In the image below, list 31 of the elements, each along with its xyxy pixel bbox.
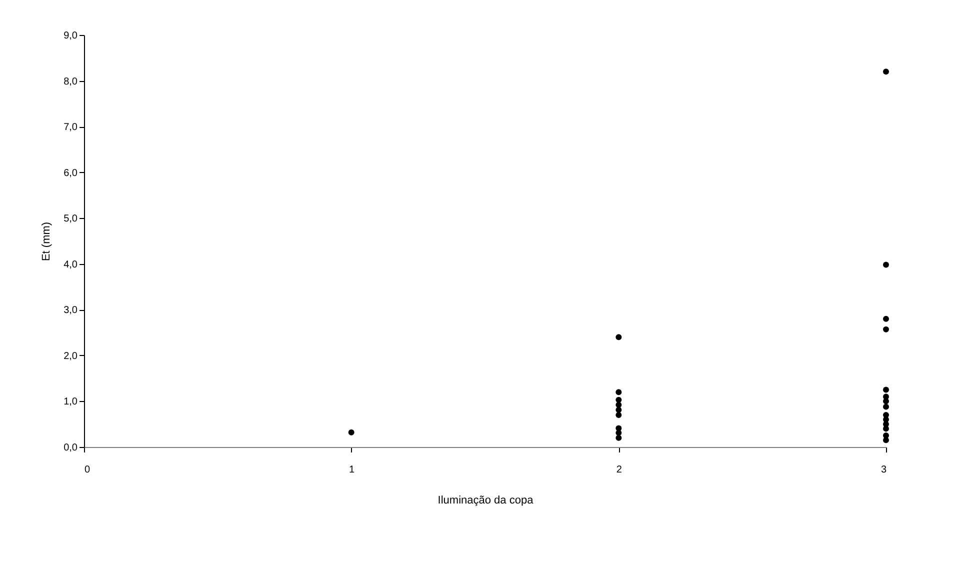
point bbox=[883, 386, 889, 393]
y-tick-label: 6,0 bbox=[64, 168, 78, 179]
y-tick-label: 7,0 bbox=[64, 122, 78, 134]
point bbox=[883, 437, 889, 444]
point bbox=[883, 326, 889, 332]
point bbox=[883, 262, 889, 268]
y-tick-label: 3,0 bbox=[64, 305, 78, 316]
point bbox=[616, 434, 622, 441]
y-tick-label: 9,0 bbox=[64, 30, 78, 42]
point bbox=[616, 406, 622, 413]
y-tick-label: 1,0 bbox=[64, 396, 78, 408]
y-axis-title: Et (mm) bbox=[40, 222, 53, 262]
x-tick-label: 2 bbox=[616, 464, 622, 476]
point bbox=[616, 402, 622, 408]
point bbox=[616, 389, 622, 396]
y-tick-label: 4,0 bbox=[64, 259, 78, 270]
point bbox=[883, 316, 889, 322]
y-tick-label: 2,0 bbox=[64, 350, 78, 362]
point bbox=[348, 429, 354, 436]
point bbox=[616, 334, 622, 340]
y-tick-label: 0,0 bbox=[64, 442, 78, 454]
point bbox=[883, 404, 889, 410]
x-tick-label: 3 bbox=[880, 464, 887, 476]
y-tick-label: 5,0 bbox=[64, 214, 78, 225]
point bbox=[616, 412, 622, 418]
x-tick-label: 0 bbox=[84, 464, 90, 476]
y-tick-label: 8,0 bbox=[64, 76, 78, 88]
point bbox=[883, 68, 889, 75]
x-tick-label: 1 bbox=[349, 464, 356, 476]
point bbox=[616, 396, 622, 403]
x-axis-title: Iluminação da copa bbox=[438, 494, 534, 506]
